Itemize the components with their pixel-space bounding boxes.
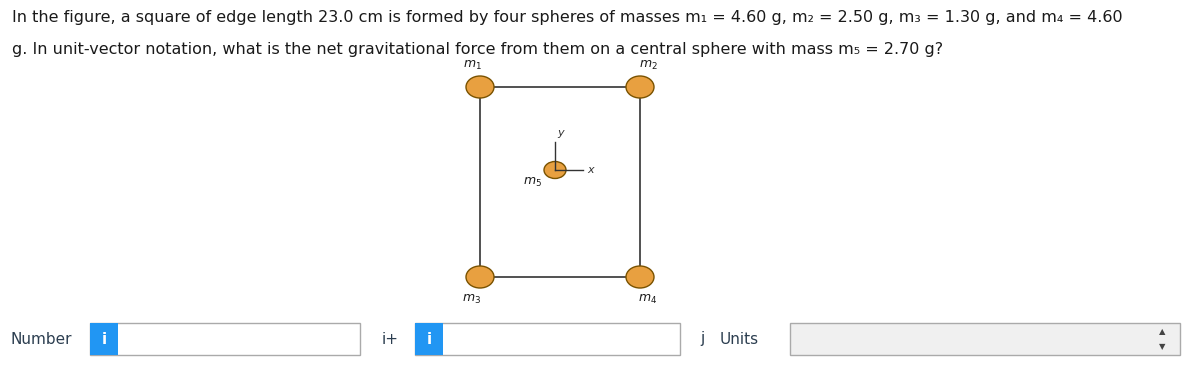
Text: i+: i+ [382,331,398,346]
Text: i: i [102,331,107,346]
Text: g. In unit-vector notation, what is the net gravitational force from them on a c: g. In unit-vector notation, what is the … [12,42,943,57]
Text: i: i [426,331,432,346]
FancyBboxPatch shape [90,323,360,355]
Text: x: x [587,165,594,175]
Text: In the figure, a square of edge length 23.0 cm is formed by four spheres of mass: In the figure, a square of edge length 2… [12,10,1123,25]
Text: ▲: ▲ [1159,327,1165,336]
Text: $m_1$: $m_1$ [462,59,481,71]
Ellipse shape [544,161,566,178]
Text: y: y [557,128,564,138]
Text: $m_4$: $m_4$ [638,293,658,306]
Text: Number: Number [10,331,72,346]
FancyBboxPatch shape [790,323,1180,355]
FancyBboxPatch shape [90,323,118,355]
Text: Units: Units [720,331,760,346]
Text: j: j [700,331,704,346]
Text: ▼: ▼ [1159,341,1165,350]
FancyBboxPatch shape [415,323,443,355]
Text: $m_5$: $m_5$ [523,175,542,189]
Ellipse shape [626,76,654,98]
Ellipse shape [626,266,654,288]
Text: $m_2$: $m_2$ [638,59,658,71]
Ellipse shape [466,266,494,288]
Text: $m_3$: $m_3$ [462,293,481,306]
Ellipse shape [466,76,494,98]
FancyBboxPatch shape [415,323,680,355]
